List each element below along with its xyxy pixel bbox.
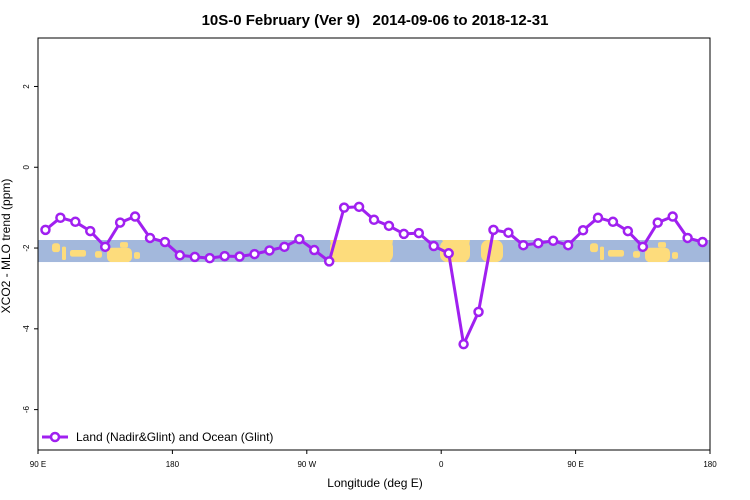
land-mass (633, 251, 640, 258)
data-point (473, 306, 484, 318)
data-point (547, 235, 559, 247)
data-point (398, 228, 410, 240)
x-tick-label: 90 E (567, 460, 583, 469)
data-point (562, 239, 574, 251)
x-tick-label: 90 E (30, 460, 46, 469)
data-point (294, 233, 305, 245)
background-strip (38, 239, 710, 263)
data-point (249, 248, 260, 260)
data-point (323, 256, 335, 267)
land-masses (52, 239, 678, 263)
data-point (667, 211, 678, 222)
y-tick-label: -6 (22, 406, 31, 414)
series-land-ocean (40, 201, 708, 350)
data-point (413, 227, 425, 239)
data-point (99, 241, 111, 253)
legend-marker (49, 431, 61, 443)
x-tick-label: 180 (703, 460, 717, 469)
data-point (383, 220, 395, 232)
land-mass (95, 251, 102, 258)
data-point (234, 251, 245, 262)
data-point (55, 212, 66, 223)
x-axis: 90 E 180 90 W 0 90 E 180 (30, 450, 717, 469)
x-tick-label: 0 (439, 460, 444, 469)
chart-title: 10S-0 February (Ver 9) 2014-09-06 to 201… (202, 12, 549, 29)
data-point (204, 252, 215, 264)
x-tick-label: 180 (166, 460, 180, 469)
data-point (219, 250, 230, 262)
y-tick-label: -2 (22, 244, 31, 252)
data-point (488, 224, 499, 236)
data-point (70, 216, 81, 228)
data-point (428, 240, 439, 252)
data-point (592, 212, 604, 223)
land-mass (590, 243, 598, 253)
land-mass (62, 246, 66, 260)
data-point (85, 225, 96, 237)
data-point (129, 211, 141, 222)
x-axis-label: Longitude (deg E) (327, 476, 422, 490)
land-mass (645, 247, 670, 263)
land-mass (442, 239, 470, 263)
y-axis: 2 0 -2 -4 -6 (22, 84, 38, 413)
land-mass (608, 249, 624, 257)
land-mass (107, 247, 132, 263)
data-point (682, 232, 693, 244)
data-point (518, 239, 529, 251)
data-point (174, 250, 186, 261)
data-point (533, 237, 544, 249)
data-point (159, 236, 171, 248)
data-point (338, 202, 350, 213)
series-line (44, 205, 703, 346)
data-point (458, 338, 469, 350)
plot-frame (37, 37, 711, 451)
data-point (309, 244, 320, 256)
land-mass (330, 239, 393, 263)
data-point (697, 236, 708, 248)
y-tick-label: -4 (22, 325, 31, 333)
legend-label: Land (Nadir&Glint) and Ocean (Glint) (76, 430, 273, 444)
y-tick-label: 2 (22, 84, 31, 89)
land-mass (70, 249, 86, 257)
data-point (40, 224, 51, 236)
data-point (652, 217, 663, 228)
data-point (622, 225, 634, 237)
land-mass (481, 239, 503, 263)
legend: Land (Nadir&Glint) and Ocean (Glint) (42, 430, 273, 444)
data-point (189, 251, 201, 263)
land-mass (600, 246, 604, 260)
land-mass (134, 252, 140, 259)
data-point (607, 216, 619, 228)
data-point (279, 241, 290, 253)
land-mass (52, 243, 60, 253)
y-axis-label: XCO2 - MLO trend (ppm) (0, 179, 13, 314)
data-point (577, 225, 589, 236)
data-point (114, 217, 126, 228)
land-mass (672, 252, 678, 259)
x-tick-label: 90 W (297, 460, 316, 469)
y-tick-label: 0 (22, 164, 31, 169)
data-point (637, 241, 649, 253)
data-point (353, 201, 365, 213)
data-point (264, 245, 275, 256)
data-point (368, 214, 380, 226)
land-mass (120, 242, 128, 248)
data-point (443, 248, 454, 259)
land-mass (658, 242, 666, 248)
data-point (503, 227, 514, 238)
data-point (144, 232, 156, 244)
